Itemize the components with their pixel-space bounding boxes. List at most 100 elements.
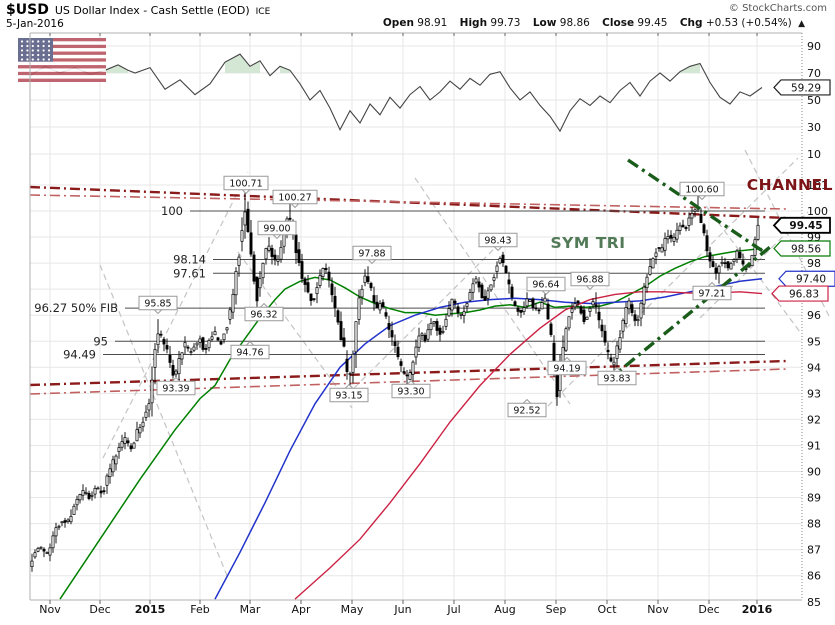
indicator-overbought-fill <box>250 60 260 73</box>
candle-body <box>534 307 538 310</box>
candle-body <box>444 318 448 327</box>
candle-body <box>735 250 739 260</box>
candle-body <box>465 303 469 307</box>
support-resistance-label: 100 <box>161 204 183 218</box>
candle-body <box>153 349 157 368</box>
candle-body <box>399 361 403 366</box>
candle-body <box>177 358 181 375</box>
channel-line <box>29 194 787 210</box>
price-badge <box>771 285 829 302</box>
candle-body <box>540 302 544 310</box>
candle-body <box>237 256 241 266</box>
indicator-overbought-fill <box>105 64 118 73</box>
candle-body <box>222 333 226 341</box>
candle-body <box>357 297 361 320</box>
callout-box <box>329 387 369 403</box>
candle-body <box>648 266 652 275</box>
candle-body <box>597 311 601 321</box>
candle-body <box>312 298 316 300</box>
candle-body <box>591 301 595 306</box>
annotation-text: SYM TRI <box>551 234 626 252</box>
indicator-axis-label: 90 <box>807 40 821 53</box>
candle-body <box>468 292 472 301</box>
callout-value: 93.15 <box>335 391 362 402</box>
candle-body <box>339 321 343 341</box>
price-badge <box>773 79 831 96</box>
candle-body <box>84 492 88 494</box>
candle-body <box>147 403 151 411</box>
candle-body <box>579 306 583 314</box>
candle-body <box>204 348 208 350</box>
candle-body <box>489 284 493 291</box>
trendline-gray-dashed <box>744 149 831 319</box>
price-badge <box>772 216 831 234</box>
ticker-symbol: $USD <box>6 2 49 18</box>
candle-body <box>432 321 436 324</box>
candle-body <box>672 236 676 242</box>
candle-body <box>324 267 328 270</box>
candle-body <box>612 361 616 366</box>
candle-body <box>252 254 256 282</box>
candle-body <box>228 309 232 320</box>
candle-body <box>627 300 631 310</box>
exchange-label: ICE <box>255 7 271 17</box>
candle-body <box>90 494 94 497</box>
candle-body <box>75 499 79 506</box>
indicator-axis-label: 30 <box>807 121 821 134</box>
candle-body <box>387 323 391 330</box>
callout-value: 99.00 <box>263 224 290 235</box>
callout-value: 95.85 <box>144 299 171 310</box>
x-axis-month-label: Dec <box>698 603 719 616</box>
candle-body <box>546 303 550 320</box>
candle-body <box>486 290 490 299</box>
triangle-line <box>627 158 765 254</box>
candle-body <box>348 373 352 375</box>
candle-body <box>159 333 163 336</box>
x-axis-month-label: Nov <box>647 603 669 616</box>
callout-box <box>391 383 431 399</box>
candle-body <box>456 306 460 314</box>
candle-body <box>705 235 709 252</box>
candle-body <box>273 254 277 261</box>
candle-body <box>81 490 85 496</box>
callout-value: 92.52 <box>513 406 540 417</box>
price-badge-value: 97.40 <box>796 274 826 286</box>
chart-header: $USD US Dollar Index - Cash Settle (EOD)… <box>6 2 270 18</box>
candle-body <box>657 247 661 249</box>
us-flag-image <box>18 38 106 82</box>
candle-body <box>549 323 553 335</box>
trendline-gray-dashed <box>547 157 799 407</box>
candle-body <box>270 247 274 257</box>
trendline-gray-dashed <box>414 177 571 405</box>
x-axis-month-label: Sep <box>546 603 567 616</box>
candle-body <box>135 429 139 442</box>
candle-body <box>267 245 271 251</box>
candle-body <box>669 234 673 239</box>
candle-body <box>225 327 229 331</box>
candle-body <box>318 275 322 286</box>
candle-body <box>609 357 613 362</box>
candle-body <box>531 298 535 309</box>
candle-body <box>510 286 514 298</box>
candle-body <box>60 521 64 524</box>
x-axis-month-label: Dec <box>89 603 110 616</box>
y-axis-price-label: 90 <box>807 466 821 479</box>
candle-body <box>189 351 193 353</box>
candle-body <box>471 283 475 293</box>
candle-body <box>372 295 376 303</box>
price-badge-value: 98.56 <box>791 243 821 255</box>
ohlc-quote-bar: Open 98.91 High 99.73 Low 98.86 Close 99… <box>374 17 805 29</box>
support-resistance-label: 95 <box>93 334 108 348</box>
candle-body <box>423 334 427 342</box>
candle-body <box>168 354 172 363</box>
price-badge <box>778 270 835 287</box>
candle-body <box>183 342 187 348</box>
callout-value: 98.43 <box>484 236 511 247</box>
candle-body <box>120 441 124 448</box>
support-resistance-label: 98.14 <box>173 252 206 266</box>
callout-value: 96.64 <box>532 280 559 291</box>
candle-body <box>402 371 406 374</box>
candle-body <box>66 519 70 522</box>
